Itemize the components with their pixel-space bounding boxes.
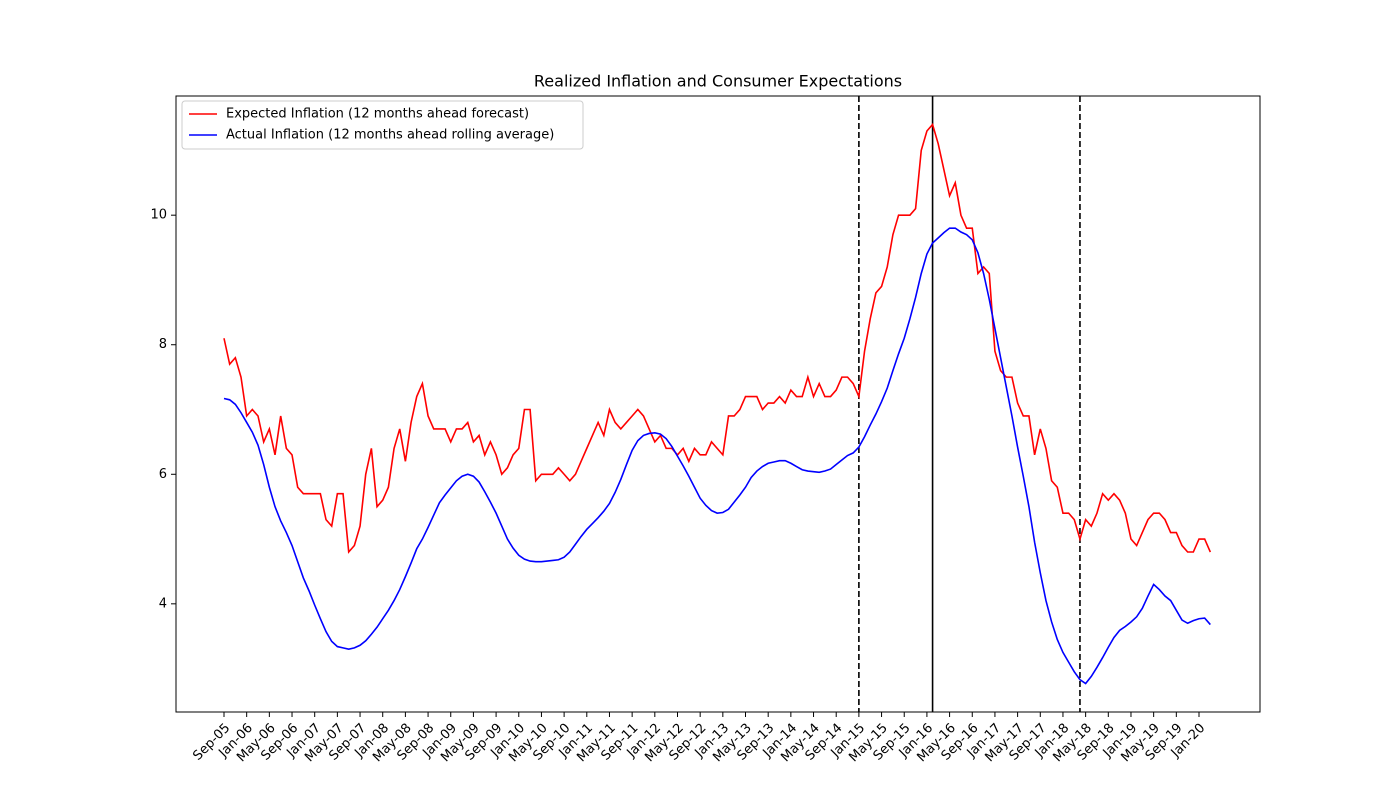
legend: Expected Inflation (12 months ahead fore… <box>181 100 584 150</box>
series-line <box>223 122 1212 554</box>
y-tick-label: 10 <box>150 208 167 223</box>
y-tick-label: 4 <box>159 596 167 611</box>
plot-frame <box>175 95 1261 713</box>
legend-label: Actual Inflation (12 months ahead rollin… <box>226 128 554 143</box>
series-line <box>223 227 1211 685</box>
legend-box <box>181 100 584 150</box>
legend-label: Expected Inflation (12 months ahead fore… <box>226 107 529 122</box>
y-tick-label: 6 <box>159 467 167 482</box>
y-tick-label: 8 <box>159 337 167 352</box>
chart-title: Realized Inflation and Consumer Expectat… <box>534 72 902 91</box>
